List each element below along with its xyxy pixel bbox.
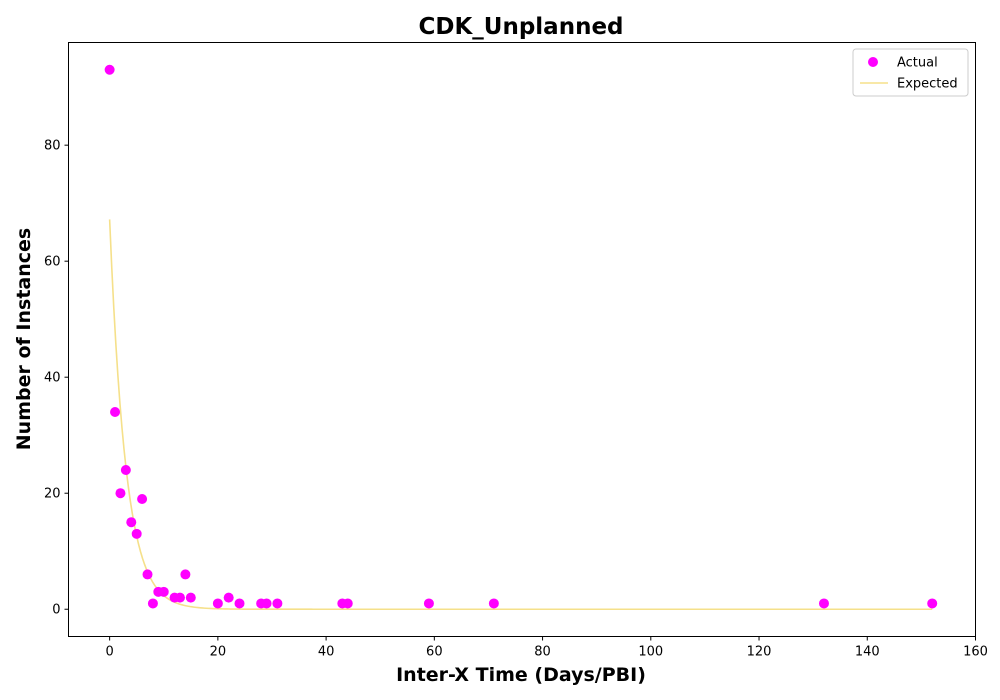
x-axis: 0 20 40 60 80 100 120 140 160 <box>105 636 988 660</box>
actual-point-7 <box>142 569 153 580</box>
legend: Actual Expected <box>852 48 969 97</box>
legend-box <box>852 48 969 97</box>
expected-curve <box>108 219 933 611</box>
x-tick-label-3: 60 <box>426 645 443 660</box>
actual-point-24 <box>488 598 499 609</box>
actual-point-2 <box>115 488 126 499</box>
actual-point-6 <box>137 494 148 505</box>
legend-expected-label: Expected <box>897 77 958 92</box>
actual-point-20 <box>272 598 283 609</box>
x-tick-label-0: 0 <box>105 645 113 660</box>
actual-point-0 <box>104 64 115 75</box>
actual-point-8 <box>147 598 158 609</box>
expected-curve-layer <box>108 219 933 611</box>
y-tick-label-3: 60 <box>44 255 61 270</box>
actual-point-19 <box>261 598 272 609</box>
actual-point-1 <box>110 407 121 418</box>
actual-point-12 <box>174 592 185 603</box>
x-tick-label-1: 20 <box>210 645 227 660</box>
actual-point-4 <box>126 517 137 528</box>
x-tick-label-2: 40 <box>318 645 335 660</box>
actual-point-16 <box>223 592 234 603</box>
y-axis-label: Number of Instances <box>13 228 35 450</box>
actual-point-10 <box>158 586 169 597</box>
y-tick-label-4: 80 <box>44 139 61 154</box>
actual-point-3 <box>120 465 131 476</box>
actual-point-22 <box>342 598 353 609</box>
legend-actual-label: Actual <box>897 56 938 71</box>
x-tick-label-7: 140 <box>855 645 880 660</box>
y-tick-label-0: 0 <box>52 603 60 618</box>
x-axis-label: Inter-X Time (Days/PBI) <box>396 664 646 686</box>
actual-point-26 <box>927 598 938 609</box>
x-tick-label-6: 120 <box>747 645 772 660</box>
y-tick-label-1: 20 <box>44 487 61 502</box>
actual-points-layer <box>104 64 938 609</box>
actual-point-17 <box>234 598 245 609</box>
y-axis: 0 20 40 60 80 <box>44 139 69 618</box>
y-tick-label-2: 40 <box>44 371 61 386</box>
x-tick-label-4: 80 <box>534 645 551 660</box>
legend-actual-marker <box>868 57 878 67</box>
actual-point-14 <box>185 592 196 603</box>
chart-title: CDK_Unplanned <box>418 14 623 40</box>
actual-point-25 <box>818 598 829 609</box>
plot-frame <box>68 42 976 637</box>
plot-area <box>104 64 938 611</box>
actual-point-5 <box>131 528 142 539</box>
actual-point-13 <box>180 569 191 580</box>
x-tick-label-5: 100 <box>638 645 663 660</box>
actual-point-23 <box>423 598 434 609</box>
x-tick-label-8: 160 <box>963 645 988 660</box>
actual-point-15 <box>212 598 223 609</box>
